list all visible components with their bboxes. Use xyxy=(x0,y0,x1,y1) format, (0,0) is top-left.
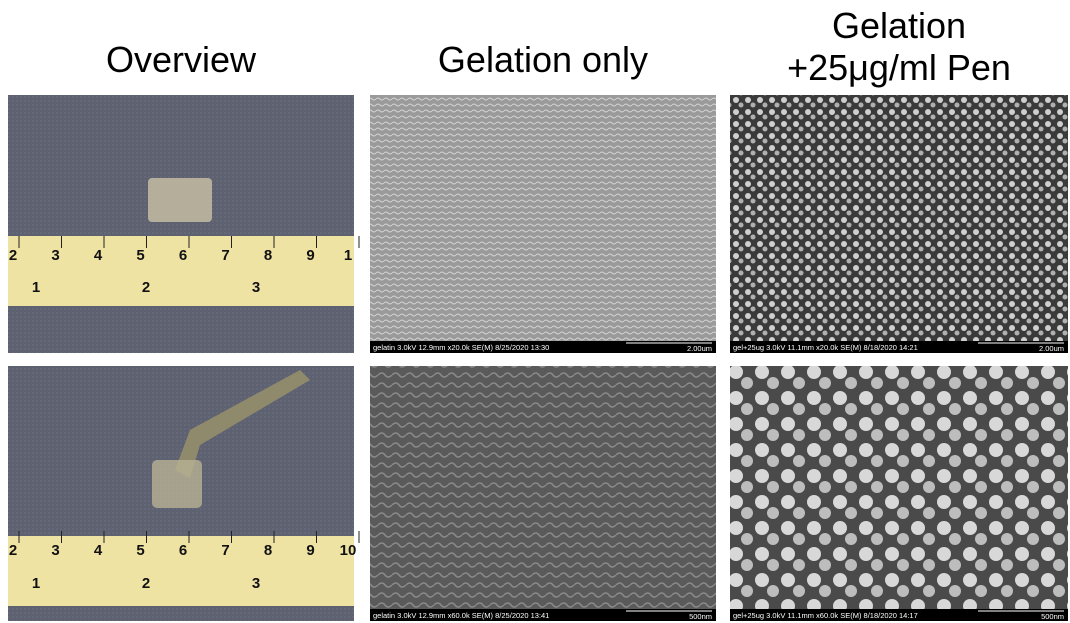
ruler-number: 3 xyxy=(252,279,260,296)
sem-image xyxy=(370,95,716,353)
ruler-number: 4 xyxy=(94,247,103,264)
ruler-number: 2 xyxy=(142,279,150,296)
sem-caption: gel+25ug 3.0kV 11.1mm x20.0k SE(M) 8/18/… xyxy=(733,343,918,352)
sem-image xyxy=(730,366,1068,621)
ruler-number: 8 xyxy=(264,542,272,559)
column-header: Gelation xyxy=(832,5,966,46)
ruler-number: 3 xyxy=(51,542,59,559)
ruler-number: 4 xyxy=(94,542,103,559)
sem-scale: 2.00um xyxy=(687,344,712,353)
ruler-number: 8 xyxy=(264,247,272,264)
gel-sample xyxy=(152,460,202,508)
sem-caption: gelatin 3.0kV 12.9mm x20.0k SE(M) 8/25/2… xyxy=(373,343,549,352)
sem-scale: 500nm xyxy=(689,612,712,621)
ruler-number: 3 xyxy=(51,247,59,264)
ruler-number: 7 xyxy=(221,247,229,264)
ruler-number: 9 xyxy=(306,542,314,559)
photo xyxy=(8,95,354,353)
ruler-number: 2 xyxy=(9,247,17,264)
ruler-number: 7 xyxy=(221,542,229,559)
ruler-number: 2 xyxy=(142,575,150,592)
sem-caption: gel+25ug 3.0kV 11.1mm x60.0k SE(M) 8/18/… xyxy=(733,611,918,620)
ruler-number: 1 xyxy=(344,247,352,264)
ruler-number: 5 xyxy=(136,542,144,559)
ruler-number: 9 xyxy=(306,247,314,264)
column-header: +25μg/ml Pen xyxy=(787,47,1011,88)
column-header: Overview xyxy=(106,39,257,80)
sem-caption: gelatin 3.0kV 12.9mm x60.0k SE(M) 8/25/2… xyxy=(373,611,549,620)
ruler-number: 3 xyxy=(252,575,260,592)
ruler-number: 10 xyxy=(340,542,357,559)
ruler-number: 1 xyxy=(32,279,40,296)
sem-image xyxy=(370,366,716,621)
ruler-number: 6 xyxy=(179,247,187,264)
ruler-number: 1 xyxy=(32,575,40,592)
ruler-number: 2 xyxy=(9,542,17,559)
gel-sample xyxy=(148,178,212,222)
ruler-number: 5 xyxy=(136,247,144,264)
column-header: Gelation only xyxy=(438,39,648,80)
sem-scale: 500nm xyxy=(1041,612,1064,621)
ruler-number: 6 xyxy=(179,542,187,559)
figure: Overview Gelation only Gelation +25μg/ml… xyxy=(0,0,1070,623)
sem-image xyxy=(730,95,1068,353)
sem-scale: 2.00um xyxy=(1039,344,1064,353)
